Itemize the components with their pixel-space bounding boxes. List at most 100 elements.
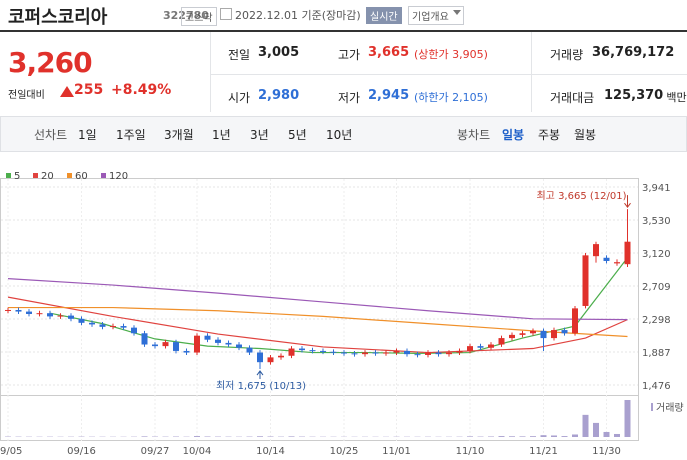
candle-tab[interactable]: 일봉 xyxy=(502,128,525,142)
period-tab[interactable]: 10년 xyxy=(326,128,353,142)
period-tab[interactable]: 3개월 xyxy=(164,128,194,142)
y-tick-label: 3,120 xyxy=(642,249,671,260)
candle-body xyxy=(278,355,284,358)
candle-tab[interactable]: 주봉 xyxy=(538,128,561,142)
divider xyxy=(0,30,687,32)
y-tick-label: 2,298 xyxy=(642,315,671,326)
volume-bar xyxy=(288,436,295,437)
y-tick-label: 1,887 xyxy=(642,348,671,359)
candle-body xyxy=(404,350,410,355)
volume-bar xyxy=(257,436,263,437)
candle-body xyxy=(15,309,22,312)
candle-body xyxy=(267,357,274,363)
y-tick-label: 3,530 xyxy=(642,216,671,227)
stat-value: 3,005 xyxy=(258,45,300,60)
stat-label: 거래대금 xyxy=(550,91,595,105)
candle-body xyxy=(624,241,631,265)
candle-body xyxy=(68,315,74,319)
volume-bar xyxy=(603,431,610,437)
volume-bar xyxy=(519,436,526,437)
up-triangle xyxy=(60,86,74,97)
candle-body xyxy=(519,333,526,335)
legend-label: 20 xyxy=(41,171,54,182)
price: 3,260 xyxy=(8,46,93,79)
candle-body xyxy=(110,326,116,328)
candle-body xyxy=(246,347,253,353)
period-tab[interactable]: 1주일 xyxy=(116,128,146,142)
candle-body xyxy=(393,350,400,353)
x-tick-label: 11/01 xyxy=(382,446,411,457)
legend-swatch xyxy=(101,173,106,178)
change-pct: +8.49% xyxy=(111,82,172,98)
volume-bar xyxy=(582,414,589,437)
volume-bar xyxy=(593,422,599,437)
volume-bar xyxy=(614,433,620,437)
candle-body xyxy=(477,346,484,348)
change-label: 전일대비 xyxy=(8,90,45,101)
candle-body xyxy=(362,352,368,355)
ma-line xyxy=(7,278,628,321)
candle-body xyxy=(530,330,536,334)
candle-body xyxy=(582,255,589,306)
candle-body xyxy=(488,344,494,348)
x-tick-label: 11/21 xyxy=(529,446,558,457)
candle-body xyxy=(236,344,242,348)
volume-bar xyxy=(467,436,473,437)
legend-swatch xyxy=(67,173,72,178)
stat-extra: (상한가 3,905) xyxy=(414,48,488,61)
stat-extra: (하한가 2,105) xyxy=(414,91,488,104)
plot-frame xyxy=(0,178,639,396)
menu-label: 봉차트 xyxy=(457,128,491,142)
candle-body xyxy=(36,313,43,315)
stat-label: 고가 xyxy=(338,48,361,62)
company-info-button[interactable]: 기업개요 xyxy=(408,6,464,25)
candle-body xyxy=(26,311,32,314)
period-tab[interactable]: 1년 xyxy=(212,128,231,142)
legend-label: 120 xyxy=(109,171,128,182)
x-tick-label: 09/27 xyxy=(141,446,170,457)
calendar-icon xyxy=(220,8,232,20)
candle-body xyxy=(593,244,599,257)
menu-bar xyxy=(0,116,687,152)
volume-legend-swatch xyxy=(651,403,653,411)
volume-bar xyxy=(141,436,148,437)
market: 코스닥 xyxy=(181,7,217,26)
y-tick-label: 2,709 xyxy=(642,282,671,293)
change: 255 xyxy=(74,82,104,98)
candle-body xyxy=(330,351,337,353)
arrow-head xyxy=(256,370,264,376)
candle-body xyxy=(131,327,137,334)
stat-value: 2,945 xyxy=(368,88,410,103)
period-tab[interactable]: 5년 xyxy=(288,128,307,142)
volume-frame xyxy=(0,395,639,441)
x-tick-label: 09/05 xyxy=(0,446,22,457)
period-tab[interactable]: 1일 xyxy=(78,128,97,142)
candle-body xyxy=(383,352,389,354)
candle-body xyxy=(257,352,263,363)
candle-body xyxy=(372,352,379,354)
candle-body xyxy=(456,350,463,353)
candle-tab[interactable]: 월봉 xyxy=(574,128,597,142)
candle-body xyxy=(435,352,442,355)
stat-value: 125,370 xyxy=(604,88,664,103)
candle-body xyxy=(498,338,505,345)
candle-body xyxy=(572,308,578,334)
x-tick-label: 09/16 xyxy=(67,446,96,457)
legend-label: 5 xyxy=(14,171,20,182)
candle-body xyxy=(341,352,347,354)
candle-body xyxy=(351,353,358,355)
legend-swatch xyxy=(33,173,38,178)
legend-label: 60 xyxy=(75,171,88,182)
volume-bar xyxy=(267,436,274,437)
chart: 1,476 1,887 2,298 2,709 3,120 3,530 3,941 09/05… xyxy=(0,171,684,457)
realtime-button[interactable]: 실시간 xyxy=(366,7,402,24)
menu-label: 선차트 xyxy=(34,128,68,142)
volume-bar xyxy=(488,436,494,437)
candle-body xyxy=(467,346,473,351)
period-tab[interactable]: 3년 xyxy=(250,128,269,142)
volume-bar xyxy=(551,435,557,437)
candle-body xyxy=(183,350,190,353)
candle-body xyxy=(47,313,53,317)
candle-body xyxy=(152,344,158,347)
